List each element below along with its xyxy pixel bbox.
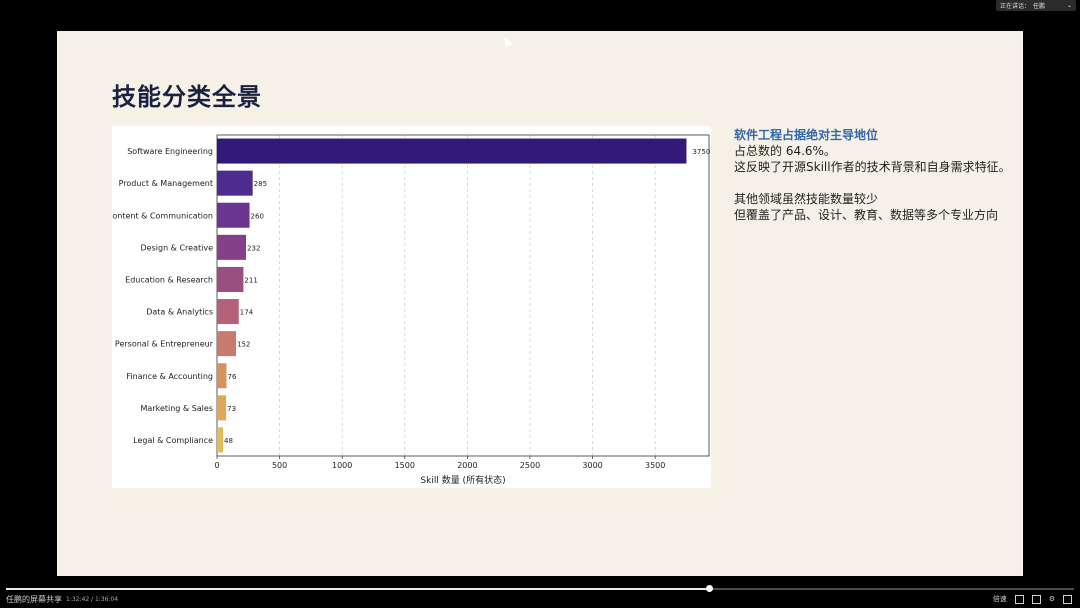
x-tick-label: 1000: [332, 461, 352, 470]
x-tick-label: 3500: [645, 461, 665, 470]
chevron-down-icon: ⌄: [1066, 2, 1072, 9]
progress-knob[interactable]: [705, 585, 713, 592]
playback-time: 1:32:42 / 1:36:04: [66, 596, 119, 603]
value-label: 232: [247, 244, 260, 252]
chart-bar: [217, 395, 227, 421]
chart-bar: [217, 170, 253, 196]
value-label: 73: [227, 405, 236, 413]
x-tick-label: 2000: [457, 461, 477, 470]
speaker-name: 任鹏: [1033, 3, 1046, 10]
value-label: 76: [228, 373, 237, 381]
category-label: Content & Communication: [112, 211, 213, 220]
category-label: Personal & Entrepreneur: [115, 340, 214, 349]
bar-chart-panel: Software Engineering 3750 Product & Manage…: [112, 126, 711, 488]
fullscreen-icon[interactable]: [1063, 594, 1072, 604]
share-title: 任鹏的屏幕共享: [6, 595, 62, 604]
notes-line: 这反映了开源Skill作者的技术背景和自身需求特征。: [734, 160, 1011, 174]
notes-line: 占总数的 64.6%。: [734, 144, 836, 158]
slide-notes: 软件工程占据绝对主导地位 占总数的 64.6%。 这反映了开源Skill作者的技…: [734, 127, 1024, 223]
category-label: Product & Management: [119, 179, 213, 188]
category-label: Finance & Accounting: [126, 372, 213, 381]
category-label: Marketing & Sales: [141, 404, 214, 413]
progress-fill: [6, 588, 709, 590]
value-label: 3750: [692, 148, 710, 156]
bar-chart: Software Engineering 3750 Product & Manage…: [112, 134, 710, 486]
x-tick-label: 1500: [395, 461, 415, 470]
x-tick-label: 3000: [582, 461, 602, 470]
settings-icon[interactable]: ⚙: [1048, 595, 1055, 603]
chart-bar: [217, 331, 237, 357]
chart-bar: [217, 266, 244, 292]
chart-bar: [217, 427, 224, 453]
category-label: Education & Research: [125, 275, 213, 284]
player-info: 任鹏的屏幕共享 1:32:42 / 1:36:04: [6, 594, 118, 605]
presentation-slide: 技能分类全景 Software Engineering 3750 Product &…: [57, 31, 1023, 576]
chart-bar: [217, 363, 227, 389]
category-label: Software Engineering: [127, 147, 213, 156]
value-label: 48: [224, 437, 233, 445]
playback-progress-bar[interactable]: [6, 585, 1074, 592]
x-tick-label: 0: [214, 461, 219, 470]
speaking-label: 正在讲话：: [1000, 3, 1031, 10]
value-label: 260: [251, 212, 264, 220]
x-axis-label: Skill 数量 (所有状态): [420, 474, 505, 486]
player-controls: 倍速 ⚙: [993, 594, 1072, 604]
slide-title: 技能分类全景: [112, 83, 262, 111]
speaking-indicator[interactable]: 正在讲话： 任鹏 ⌄: [996, 0, 1076, 11]
caption-icon[interactable]: [1031, 594, 1041, 604]
notes-line: 但覆盖了产品、设计、教育、数据等多个专业方向: [734, 208, 999, 222]
category-label: Design & Creative: [141, 243, 214, 252]
notes-heading: 软件工程占据绝对主导地位: [734, 128, 879, 142]
speed-button[interactable]: 倍速: [992, 595, 1007, 603]
category-label: Data & Analytics: [146, 308, 213, 317]
chart-bar: [217, 299, 239, 325]
value-label: 285: [254, 180, 267, 188]
value-label: 152: [237, 341, 250, 349]
value-label: 211: [244, 276, 257, 284]
picture-in-picture-icon[interactable]: [1014, 594, 1024, 604]
notes-line: 其他领域虽然技能数量较少: [734, 192, 879, 206]
chart-bar: [217, 234, 247, 260]
chart-bar: [217, 138, 687, 164]
x-tick-label: 2500: [520, 461, 540, 470]
category-label: Legal & Compliance: [133, 436, 213, 445]
x-tick-label: 500: [272, 461, 287, 470]
plot-frame: [216, 134, 710, 457]
chart-bar: [217, 202, 250, 228]
value-label: 174: [240, 309, 254, 317]
